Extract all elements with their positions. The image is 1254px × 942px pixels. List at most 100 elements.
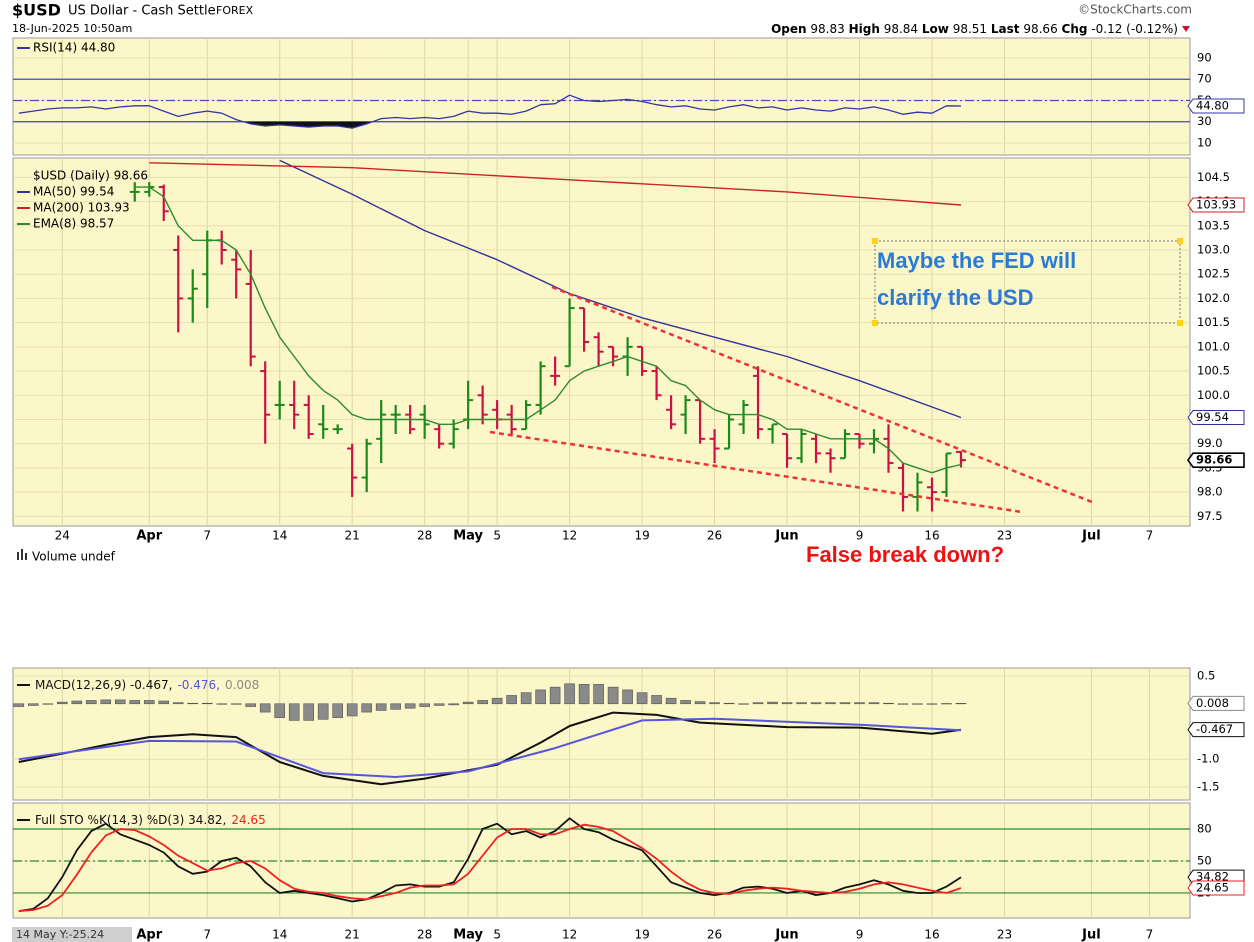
series-line xyxy=(149,162,962,206)
histogram-bar xyxy=(143,700,155,705)
source: ©StockCharts.com xyxy=(1078,3,1192,17)
x-tick-label: Jun xyxy=(774,529,798,544)
volume-icon xyxy=(25,553,27,560)
y-tick-label: 80 xyxy=(1197,822,1212,836)
y-tick-label: 101.0 xyxy=(1197,339,1230,353)
cursor-label: 14 May Y:-25.24 xyxy=(16,928,104,941)
histogram-bar xyxy=(404,703,416,709)
symbol: $USD xyxy=(12,1,61,20)
histogram-bar xyxy=(332,703,343,718)
y-tick-label: 103.5 xyxy=(1197,218,1230,232)
histogram-bar xyxy=(839,702,851,705)
last-value-tag xyxy=(1187,410,1245,426)
low-value: 98.51 xyxy=(953,22,987,36)
histogram-bar xyxy=(42,703,54,705)
down-arrow xyxy=(1182,26,1190,32)
legend-label: -0.476, xyxy=(177,678,220,692)
exchange: FOREX xyxy=(216,4,254,17)
x-tick-label: 5 xyxy=(493,928,501,942)
histogram-bar xyxy=(419,703,430,707)
legend-label: EMA(8) 98.57 xyxy=(33,217,114,231)
last-value-label: 103.93 xyxy=(1196,197,1236,211)
histogram-bar xyxy=(854,702,865,705)
histogram-bar xyxy=(274,703,286,718)
histogram-bar xyxy=(390,703,401,710)
histogram-bar xyxy=(245,703,257,707)
x-tick-label: May xyxy=(453,529,483,544)
y-tick-label: 102.5 xyxy=(1197,267,1230,281)
date: 18-Jun-2025 10:50am xyxy=(12,22,132,35)
y-tick-label: 10 xyxy=(1197,135,1212,149)
legend-label: 24.65 xyxy=(231,813,265,827)
histogram-bar xyxy=(549,686,561,705)
last-value-label: -0.467 xyxy=(1196,722,1233,736)
cursor-box xyxy=(12,927,132,942)
histogram-bar xyxy=(607,686,619,705)
legend-label: 0.008 xyxy=(225,678,259,692)
x-tick-label: 14 xyxy=(272,529,287,543)
x-tick-label: 24 xyxy=(55,529,70,543)
histogram-bar xyxy=(564,683,575,705)
high-value: 98.84 xyxy=(884,22,918,36)
series-line xyxy=(279,159,962,419)
histogram-bar xyxy=(375,703,387,711)
histogram-bar xyxy=(477,700,488,705)
y-tick-label: 0.5 xyxy=(1197,669,1215,683)
low-label: Low xyxy=(922,22,949,36)
y-tick-label: 70 xyxy=(1197,72,1212,86)
histogram-bar xyxy=(56,701,68,705)
histogram-bar xyxy=(361,703,372,713)
oversold-fill xyxy=(18,121,961,129)
last-value: 98.66 xyxy=(1023,22,1057,36)
histogram-bar xyxy=(955,703,967,705)
x-tick-label: Jun xyxy=(774,928,798,942)
y-tick-label: 98.0 xyxy=(1197,485,1223,499)
x-tick-label: 7 xyxy=(1146,529,1154,543)
last-value-label: 98.66 xyxy=(1196,453,1232,467)
x-tick-label: 23 xyxy=(997,928,1012,942)
instrument-name: US Dollar - Cash Settle xyxy=(68,4,216,19)
x-tick-label: 16 xyxy=(924,928,939,942)
quote-row: Open 98.83 High 98.84 Low 98.51 Last 98.… xyxy=(771,22,1178,36)
x-tick-label: 28 xyxy=(417,529,432,543)
annotation-box xyxy=(874,240,1181,324)
histogram-bar xyxy=(897,703,909,705)
legend: Full STO %K(14,3) %D(3) 34.82, 24.65 xyxy=(35,813,266,827)
histogram-bar xyxy=(259,703,271,713)
x-tick-label: 7 xyxy=(1146,928,1154,942)
legend-title: $USD (Daily) 98.66 xyxy=(33,169,148,183)
open-label: Open xyxy=(771,22,806,36)
histogram-bar xyxy=(781,702,793,705)
histogram-bar xyxy=(114,699,126,705)
open-value: 98.83 xyxy=(810,22,844,36)
series-line xyxy=(18,823,962,912)
last-value-tag xyxy=(1187,695,1245,711)
histogram-bar xyxy=(622,689,633,705)
histogram-bar xyxy=(158,700,170,705)
histogram-bar xyxy=(462,701,474,705)
histogram-bar xyxy=(752,702,764,705)
x-tick-label: 5 xyxy=(493,529,501,543)
x-tick-label: 21 xyxy=(345,529,360,543)
histogram-bar xyxy=(738,703,749,705)
histogram-bar xyxy=(636,692,648,705)
x-tick-label: 7 xyxy=(203,928,211,942)
last-value-label: 0.008 xyxy=(1196,696,1229,710)
histogram-bar xyxy=(810,702,822,705)
histogram-bar xyxy=(651,695,662,705)
histogram-bar xyxy=(883,702,894,705)
footer: 14 May Y:-25.24 xyxy=(12,927,132,942)
last-value-label: 24.65 xyxy=(1196,880,1229,894)
legend-label: MA(50) 99.54 xyxy=(33,185,114,199)
legend-label: RSI(14) 44.80 xyxy=(33,41,115,55)
handle xyxy=(872,320,878,326)
x-tick-label: 14 xyxy=(272,928,287,942)
histogram-bar xyxy=(491,697,503,705)
x-tick-label: 19 xyxy=(634,529,649,543)
histogram-bar xyxy=(100,699,112,705)
x-tick-label: 7 xyxy=(203,529,211,543)
x-tick-label: 9 xyxy=(856,928,864,942)
x-tick-label: 12 xyxy=(562,529,577,543)
